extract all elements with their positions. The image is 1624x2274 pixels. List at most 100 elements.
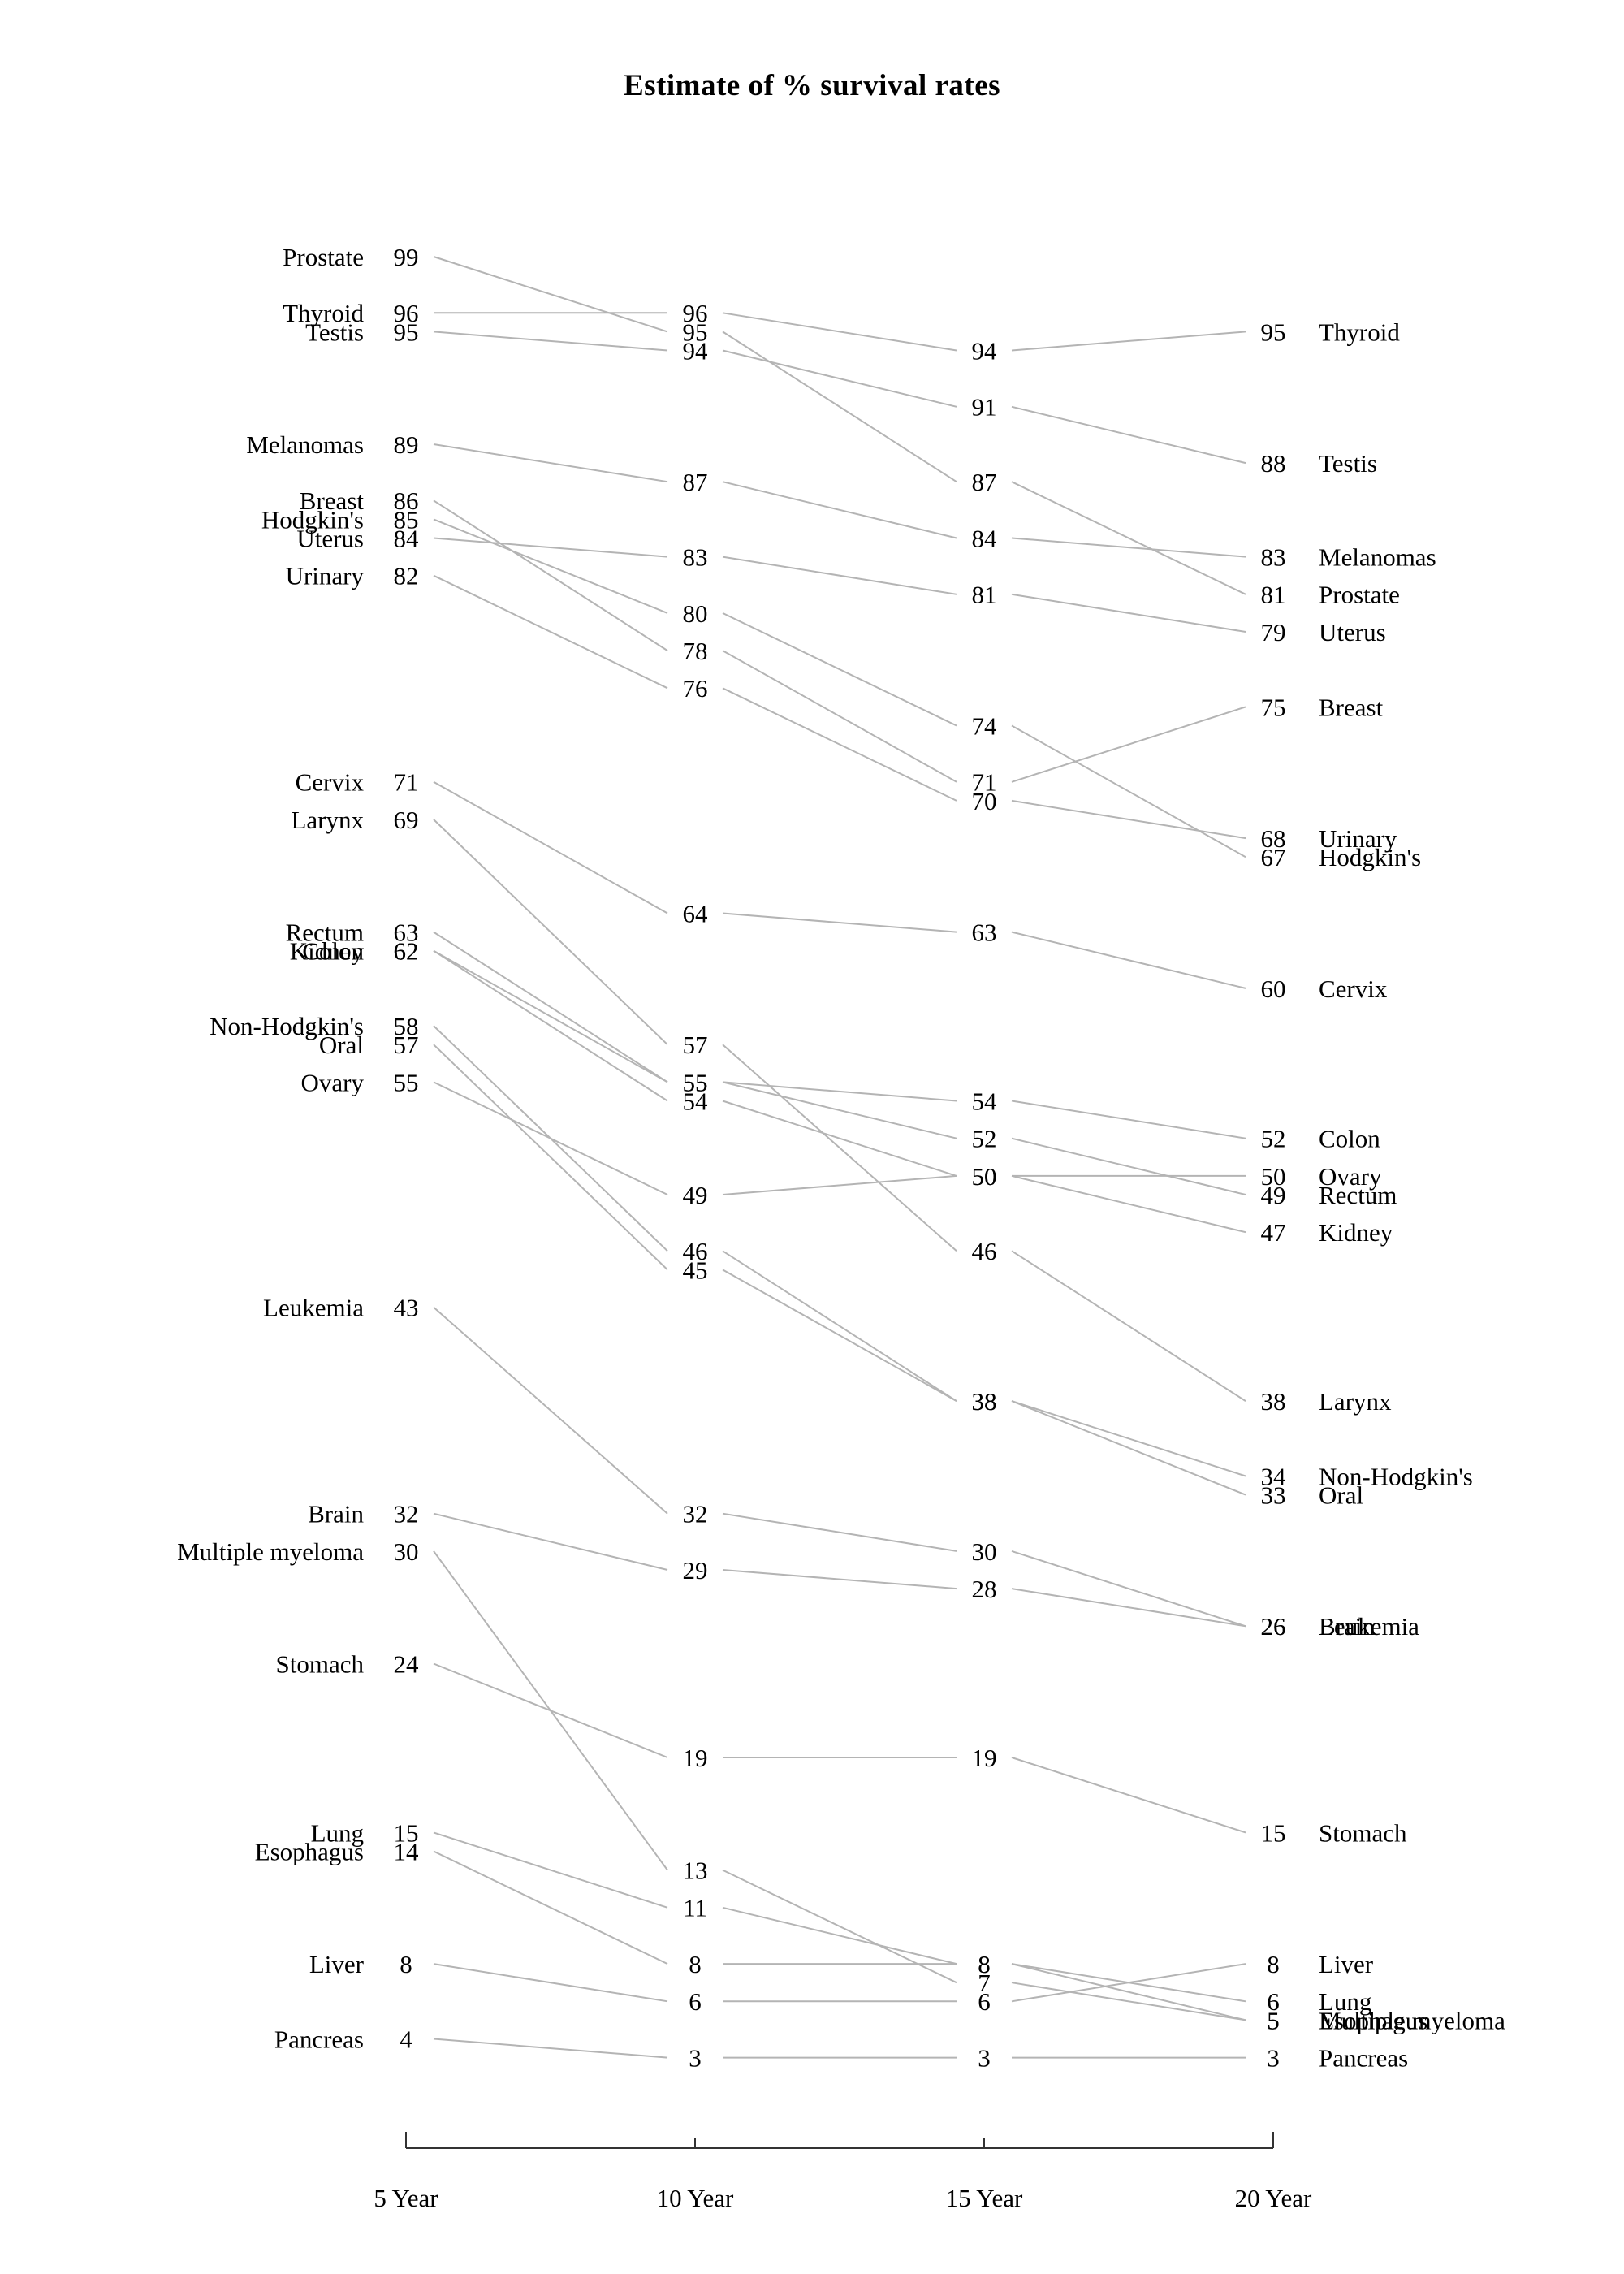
slope-line [1011,1137,1246,1195]
value-label: 76 [683,674,708,703]
value-label: 11 [683,1894,707,1922]
series-label-left: Liver [309,1950,365,1978]
x-axis-label: 15 Year [946,2184,1023,2212]
value-label: 79 [1261,618,1286,646]
value-label: 89 [394,430,419,459]
value-label: 47 [1261,1218,1286,1247]
slope-line [1011,724,1246,858]
slope-line [433,949,668,1083]
value-label: 96 [394,299,419,327]
slope-line [1011,931,1246,989]
series-label-right: Pancreas [1319,2043,1408,2072]
series-label-right: Prostate [1319,581,1400,609]
value-label: 46 [972,1237,997,1265]
series-label-right: Non-Hodgkin's [1319,1462,1473,1490]
slope-line [433,1831,668,1909]
series-label-right: Multiple myeloma [1319,2006,1505,2034]
series-label-left: Thyroid [283,299,364,327]
slope-line [1011,1400,1246,1496]
slope-line [1011,706,1246,783]
value-label: 88 [1261,449,1286,478]
slope-line [1011,1174,1246,1234]
slope-line [1011,537,1246,558]
value-label: 24 [394,1649,420,1678]
series-label-left: Melanomas [246,430,364,459]
slope-line [433,537,668,558]
value-label: 67 [1261,843,1286,871]
value-label: 82 [394,562,419,590]
value-label: 68 [1261,824,1286,853]
slope-line [433,1044,668,1271]
value-label: 63 [972,918,997,946]
value-label: 71 [394,768,419,797]
series-label-left: Stomach [276,1649,365,1678]
value-label: 6 [978,1987,991,2016]
slope-line [433,1963,668,2003]
value-label: 71 [972,768,997,797]
value-label: 85 [394,505,419,534]
value-label: 8 [400,1950,412,1978]
value-label: 75 [1261,693,1286,721]
series-label-left: Urinary [286,562,365,590]
value-label: 63 [394,918,419,946]
slope-line [1011,1963,1246,2003]
series-label-right: Stomach [1319,1818,1407,1847]
slope-line [433,931,668,1083]
value-label: 86 [394,486,419,515]
series-label-right: Urinary [1319,824,1397,853]
slope-line [722,1100,957,1177]
value-label: 38 [1261,1387,1286,1416]
series-label-left: Kidney [290,937,365,966]
slope-line [722,1044,957,1252]
value-label: 19 [683,1744,708,1772]
value-label: 87 [972,468,997,496]
value-label: 50 [972,1162,997,1191]
value-label: 13 [683,1856,708,1884]
series-label-left: Pancreas [274,2025,364,2053]
value-label: 30 [394,1537,419,1566]
slope-line [722,1269,957,1402]
value-label: 70 [972,787,997,815]
value-label: 49 [1261,1181,1286,1209]
series-label-left: Uterus [296,524,364,552]
value-label: 95 [683,318,708,346]
slope-line [433,949,668,1102]
value-label: 74 [972,711,998,740]
value-label: 15 [394,1818,419,1847]
series-label-left: Colon [302,937,364,966]
value-label: 50 [972,1162,997,1191]
value-label: 54 [683,1087,709,1115]
series-label-left: Ovary [301,1068,365,1096]
slope-line [722,1081,957,1102]
series-label-right: Oral [1319,1481,1363,1509]
slope-line [1011,405,1246,465]
series-label-left: Multiple myeloma [177,1537,364,1566]
slope-line [722,1250,957,1402]
value-label: 57 [683,1031,708,1059]
slope-line [722,349,957,408]
slope-line [722,650,957,783]
value-label: 26 [1261,1612,1286,1641]
series-label-right: Leukemia [1319,1612,1419,1641]
value-label: 4 [400,2025,412,2053]
series-label-right: Brain [1319,1612,1375,1641]
series-label-left: Cervix [296,768,365,797]
slope-line [433,1081,668,1195]
value-label: 81 [972,581,997,609]
series-label-right: Breast [1319,693,1384,721]
value-label: 8 [978,1950,991,1978]
value-label: 38 [972,1387,997,1416]
chart-title: Estimate of % survival rates [623,69,1001,102]
series-label-right: Kidney [1319,1218,1393,1247]
slope-line [433,518,668,614]
series-label-right: Testis [1319,449,1377,478]
value-label: 14 [394,1837,420,1865]
series-label-left: Esophagus [255,1837,364,1865]
series-label-right: Liver [1319,1950,1374,1978]
slope-line [1011,1963,1246,2021]
value-label: 78 [683,637,708,665]
value-label: 8 [689,1950,702,1978]
slope-line [433,1512,668,1571]
series-label-left: Leukemia [263,1293,364,1321]
